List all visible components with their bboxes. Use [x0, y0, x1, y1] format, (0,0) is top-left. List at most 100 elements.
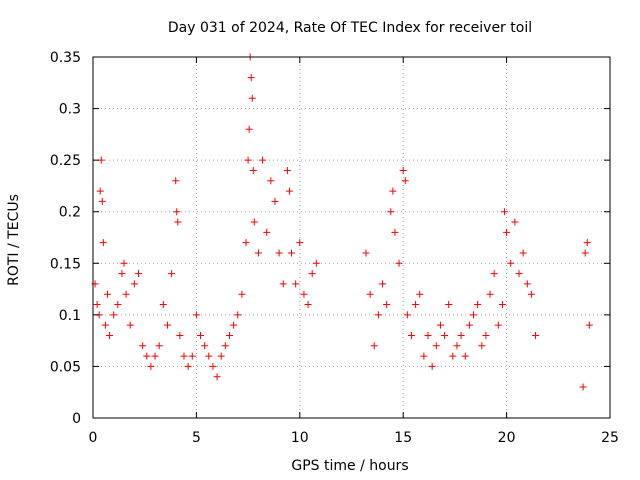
- data-point: [308, 270, 316, 278]
- data-points: [91, 53, 593, 391]
- data-point: [490, 270, 498, 278]
- data-point: [585, 321, 593, 329]
- data-point: [304, 301, 312, 309]
- data-point: [288, 249, 296, 257]
- data-point: [201, 342, 209, 350]
- data-point: [163, 321, 171, 329]
- data-point: [300, 290, 308, 298]
- y-tick-label: 0.25: [50, 153, 81, 169]
- data-point: [172, 177, 180, 185]
- y-tick-label: 0.3: [59, 102, 81, 118]
- chart-title: Day 031 of 2024, Rate Of TEC Index for r…: [168, 20, 532, 36]
- data-point: [494, 321, 502, 329]
- y-tick-labels: 0 0.05 0.1 0.15 0.2 0.25 0.3 0.35: [50, 50, 81, 427]
- plot-frame: [92, 56, 611, 419]
- data-point: [225, 331, 233, 339]
- data-point: [143, 352, 151, 360]
- data-point: [389, 187, 397, 195]
- data-point: [101, 321, 109, 329]
- data-point: [292, 280, 300, 288]
- x-tick-label: 10: [291, 430, 309, 446]
- data-point: [283, 166, 291, 174]
- data-point: [205, 352, 213, 360]
- data-point: [247, 74, 255, 82]
- data-point: [176, 331, 184, 339]
- y-tick-label: 0: [72, 411, 81, 427]
- x-tick-labels: 0 5 10 15 20 25: [89, 430, 619, 446]
- data-point: [461, 352, 469, 360]
- data-point: [503, 228, 511, 236]
- data-point: [312, 259, 320, 267]
- grid-lines: [93, 57, 610, 418]
- data-point: [416, 290, 424, 298]
- data-point: [151, 352, 159, 360]
- x-axis-label: GPS time / hours: [291, 458, 408, 474]
- data-point: [242, 239, 250, 247]
- y-tick-label: 0.1: [59, 308, 81, 324]
- data-point: [412, 301, 420, 309]
- y-axis-label: ROTI / TECUs: [6, 194, 22, 286]
- data-point: [275, 249, 283, 257]
- data-point: [230, 321, 238, 329]
- data-point: [106, 331, 114, 339]
- data-point: [581, 249, 589, 257]
- data-point: [155, 342, 163, 350]
- data-point: [362, 249, 370, 257]
- data-point: [436, 321, 444, 329]
- data-point: [296, 239, 304, 247]
- data-point: [245, 125, 253, 133]
- data-point: [465, 321, 473, 329]
- data-point: [420, 352, 428, 360]
- data-point: [248, 94, 256, 102]
- data-point: [407, 331, 415, 339]
- data-point: [507, 259, 515, 267]
- data-point: [391, 228, 399, 236]
- data-point: [271, 197, 279, 205]
- data-point: [122, 290, 130, 298]
- data-point: [428, 362, 436, 370]
- data-point: [519, 249, 527, 257]
- data-point: [217, 352, 225, 360]
- data-point: [147, 362, 155, 370]
- data-point: [395, 259, 403, 267]
- data-point: [399, 166, 407, 174]
- data-point: [180, 352, 188, 360]
- data-point: [478, 342, 486, 350]
- data-point: [259, 156, 267, 164]
- data-point: [285, 187, 293, 195]
- data-point: [130, 280, 138, 288]
- data-point: [192, 311, 200, 319]
- data-point: [120, 259, 128, 267]
- data-point: [401, 177, 409, 185]
- data-point: [379, 280, 387, 288]
- data-point: [457, 331, 465, 339]
- data-point: [96, 187, 104, 195]
- data-point: [173, 208, 181, 216]
- data-point: [374, 311, 382, 319]
- data-point: [441, 331, 449, 339]
- data-point: [188, 352, 196, 360]
- data-point: [445, 301, 453, 309]
- x-tick-label: 25: [601, 430, 619, 446]
- x-tick-label: 0: [89, 430, 98, 446]
- data-point: [118, 270, 126, 278]
- data-point: [486, 290, 494, 298]
- data-point: [126, 321, 134, 329]
- data-point: [523, 280, 531, 288]
- data-point: [583, 239, 591, 247]
- data-point: [134, 270, 142, 278]
- data-point: [387, 208, 395, 216]
- data-point: [498, 301, 506, 309]
- data-point: [197, 331, 205, 339]
- data-point: [449, 352, 457, 360]
- data-point: [370, 342, 378, 350]
- data-point: [99, 239, 107, 247]
- data-point: [244, 156, 252, 164]
- data-point: [209, 362, 217, 370]
- y-tick-label: 0.15: [50, 256, 81, 272]
- data-point: [267, 177, 275, 185]
- y-tick-label: 0.35: [50, 50, 81, 66]
- data-point: [501, 208, 509, 216]
- data-point: [234, 311, 242, 319]
